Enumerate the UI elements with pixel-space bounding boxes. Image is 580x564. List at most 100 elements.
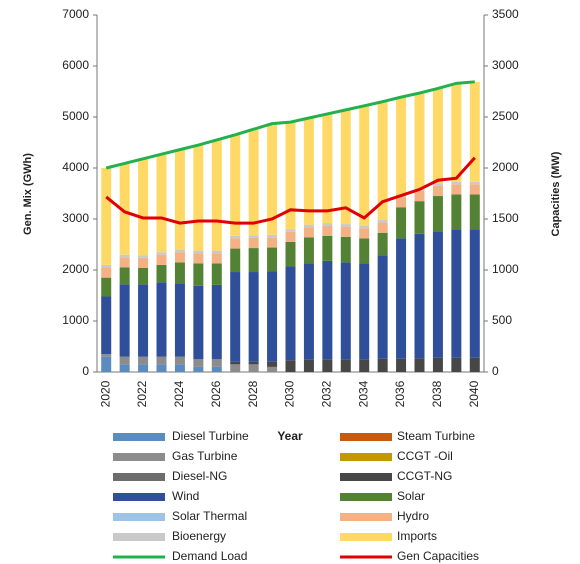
bar-segment	[285, 241, 296, 267]
bar-segment	[359, 359, 370, 372]
bar-segment	[469, 184, 480, 195]
bar-segment	[359, 225, 370, 229]
legend-swatch	[113, 473, 165, 481]
legend-label: Solar	[397, 489, 425, 503]
bar-segment	[303, 224, 314, 228]
bar-segment	[322, 359, 333, 372]
bar-segment	[230, 272, 241, 362]
bar-segment	[101, 267, 112, 278]
legend-label: Diesel Turbine	[172, 429, 249, 443]
bar-segment	[193, 253, 204, 264]
bar-segment	[174, 262, 185, 284]
legend-swatch	[340, 433, 392, 441]
legend-label: Bioenergy	[172, 529, 226, 543]
bar-segment	[451, 229, 462, 358]
y2-tick-label: 0	[492, 364, 499, 378]
bar-segment	[138, 356, 149, 365]
legend-label: Wind	[172, 489, 199, 503]
bar-segment	[101, 354, 112, 357]
x-tick-label: 2032	[320, 380, 334, 407]
legend-swatch	[113, 493, 165, 501]
bar-segment	[193, 366, 204, 372]
bar-segment	[193, 250, 204, 254]
legend-label: Demand Load	[172, 549, 247, 563]
bar-segment	[303, 359, 314, 372]
legend-swatch	[340, 493, 392, 501]
bar-segment	[285, 122, 296, 230]
legend-swatch	[340, 533, 392, 541]
bar-segment	[303, 263, 314, 360]
y-tick-label: 4000	[62, 160, 89, 174]
x-tick-label: 2040	[467, 380, 481, 407]
line-series	[105, 80, 475, 170]
bar-segment	[156, 364, 167, 372]
x-axis-label: Year	[277, 429, 303, 443]
bar-segment	[340, 224, 351, 227]
bar-segment	[138, 255, 149, 258]
bar-segment	[377, 232, 388, 256]
bar-segment	[156, 254, 167, 265]
bar-segment	[469, 229, 480, 358]
bar-segment	[174, 364, 185, 372]
bar-segment	[432, 196, 443, 232]
bar-segment	[119, 364, 130, 372]
x-tick-label: 2038	[430, 380, 444, 407]
bar-segment	[230, 364, 241, 372]
bar-segment	[322, 235, 333, 261]
bar-segment	[248, 129, 259, 236]
legend-label: Steam Turbine	[397, 429, 475, 443]
bar-segment	[156, 282, 167, 357]
bar-segment	[377, 101, 388, 221]
bar-segment	[451, 181, 462, 185]
bar-segment	[396, 238, 407, 359]
bar-segment	[267, 123, 278, 235]
bar-segment	[451, 357, 462, 372]
bar-segment	[285, 229, 296, 232]
bar-segment	[414, 190, 425, 202]
bar-segment	[230, 361, 241, 365]
bar-segment	[156, 252, 167, 255]
y-tick-label: 5000	[62, 109, 89, 123]
bar-segment	[414, 233, 425, 359]
bar-segment	[359, 228, 370, 239]
legend-swatch	[340, 513, 392, 521]
y2-axis-label: Capacities (MW)	[550, 151, 562, 236]
bar-segment	[174, 283, 185, 357]
bar-segment	[469, 181, 480, 185]
bar-segment	[285, 360, 296, 372]
bar-segment	[193, 285, 204, 360]
legend-label: Gen Capacities	[397, 549, 479, 563]
bar-segment	[359, 238, 370, 264]
x-tick-label: 2036	[393, 380, 407, 407]
bar-segment	[211, 263, 222, 285]
bar-segment	[303, 227, 314, 238]
bar-segment	[303, 237, 314, 264]
bar-segment	[432, 185, 443, 197]
y-tick-label: 1000	[62, 313, 89, 327]
y-tick-label: 0	[82, 364, 89, 378]
y2-tick-label: 1000	[492, 262, 519, 276]
bar-segment	[119, 356, 130, 365]
bar-segment	[211, 253, 222, 264]
bar-segment	[267, 237, 278, 248]
bar-segment	[230, 235, 241, 239]
bar-segment	[248, 272, 259, 362]
y-tick-label: 3000	[62, 211, 89, 225]
bar-segment	[138, 284, 149, 357]
bar-segment	[469, 357, 480, 372]
bar-segment	[469, 81, 480, 182]
bar-segment	[267, 247, 278, 272]
y-tick-label: 6000	[62, 58, 89, 72]
bar-segment	[156, 154, 167, 253]
bar-segment	[396, 197, 407, 208]
bar-segment	[359, 263, 370, 360]
bar-segment	[377, 255, 388, 359]
x-tick-label: 2034	[356, 380, 370, 407]
bar-segment	[211, 359, 222, 367]
bar-segment	[432, 357, 443, 372]
y2-tick-label: 500	[492, 313, 512, 327]
bar-segment	[119, 284, 130, 357]
y2-tick-label: 2000	[492, 160, 519, 174]
legend-swatch	[340, 473, 392, 481]
